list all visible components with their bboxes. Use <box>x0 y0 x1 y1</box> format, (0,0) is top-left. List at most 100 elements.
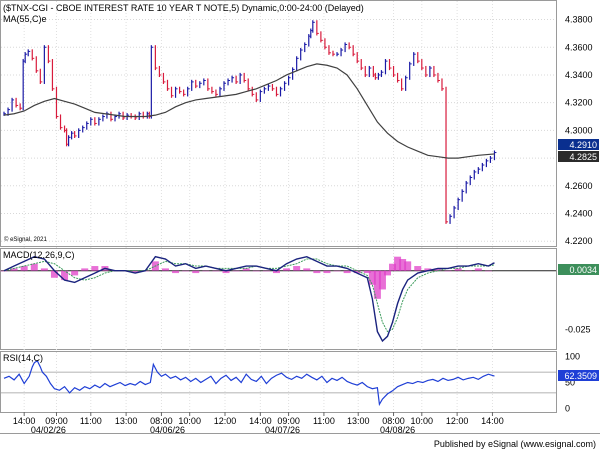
macd-histogram-bar <box>378 270 386 290</box>
macd-histogram-bar <box>444 270 452 272</box>
macd-histogram-bar <box>40 268 48 271</box>
time-tick-label: 14:00 <box>481 416 504 426</box>
macd-histogram-bar <box>293 266 301 271</box>
macd-histogram-bar <box>242 268 250 271</box>
time-tick-label: 10:00 <box>178 416 201 426</box>
last-price-label: 4.2910 <box>569 140 597 150</box>
price-tick-label: 4.3000 <box>565 125 593 135</box>
macd-histogram-bar <box>394 256 402 271</box>
time-tick-label: 09:00 <box>277 416 300 426</box>
macd-histogram-bar <box>91 266 99 271</box>
chart-title: ($TNX-CGI - CBOE INTEREST RATE 10 YEAR T… <box>3 3 364 13</box>
price-tick-label: 4.2400 <box>565 209 593 219</box>
macd-histogram-bar <box>71 270 79 276</box>
macd-histogram-bar <box>262 270 270 272</box>
macd-histogram-bar <box>10 268 18 271</box>
macd-histogram-bar <box>383 270 391 276</box>
macd-histogram-bar <box>272 270 280 274</box>
price-tick-label: 4.3800 <box>565 15 593 25</box>
macd-layer <box>0 255 556 343</box>
rsi-line <box>3 359 495 407</box>
macd-histogram-bar <box>61 270 69 281</box>
price-tick-label: 4.3600 <box>565 42 593 52</box>
macd-histogram-bar <box>474 268 482 271</box>
macd-histogram-bar <box>20 266 28 271</box>
macd-histogram-bar <box>303 268 311 271</box>
macd-histogram-bar <box>192 270 200 274</box>
rsi-panel-frame <box>0 351 557 413</box>
macd-histogram-bar <box>404 261 412 271</box>
rsi-tick-label: 100 <box>565 352 580 362</box>
macd-histogram-bar <box>368 270 376 285</box>
price-tick-label: 4.3400 <box>565 70 593 80</box>
time-tick-label: 11:00 <box>80 416 102 426</box>
date-tick-label: 04/02/26 <box>31 425 66 435</box>
date-tick-label: 04/08/26 <box>380 425 415 435</box>
macd-histogram-bar <box>414 266 422 271</box>
macd-histogram-bar <box>232 270 240 272</box>
time-tick-label: 08:00 <box>150 416 173 426</box>
macd-histogram-bar <box>202 270 210 272</box>
macd-histogram-bar <box>333 270 341 272</box>
watermark: © eSignal, 2021 <box>4 236 47 243</box>
time-tick-label: 10:00 <box>411 416 434 426</box>
time-tick-label: 08:00 <box>382 416 405 426</box>
macd-histogram-bar <box>353 270 361 274</box>
macd-histogram-bar <box>131 270 139 274</box>
price-bars <box>3 20 497 224</box>
macd-histogram-bar <box>434 268 442 271</box>
macd-histogram-bar <box>373 270 381 299</box>
macd-histogram-bar <box>30 263 38 271</box>
macd-value-badge <box>558 264 599 275</box>
macd-histogram-bar <box>484 270 492 272</box>
macd-histogram-bar <box>252 270 260 272</box>
ma-legend: MA(55,C)e <box>3 14 47 24</box>
macd-histogram-bar <box>363 270 371 274</box>
macd-histogram-bar <box>212 270 220 272</box>
time-tick-label: 13:00 <box>347 416 370 426</box>
ma-value-badge <box>558 151 599 162</box>
macd-histogram-bar <box>464 270 472 272</box>
ma-layer <box>3 63 495 159</box>
time-tick-label: 14:00 <box>13 416 36 426</box>
macd-histogram-bar <box>222 270 230 274</box>
price-tick-label: 4.2600 <box>565 181 593 191</box>
rsi-value-label: 62.3509 <box>564 371 597 381</box>
price-tick-label: 4.3200 <box>565 98 593 108</box>
rsi-title: RSI(14,C) <box>3 353 43 363</box>
time-tick-label: 09:00 <box>45 416 68 426</box>
macd-histogram-bar <box>313 270 321 274</box>
macd-histogram-bar <box>323 270 331 274</box>
rsi-layer <box>1 359 556 407</box>
macd-histogram-bar <box>81 268 89 271</box>
grid-layer <box>1 1 556 412</box>
macd-histogram-bar <box>0 270 8 272</box>
macd-histogram-bar <box>424 268 432 271</box>
macd-line <box>3 255 495 343</box>
rsi-tick-label: 0 <box>565 403 570 413</box>
macd-histogram-bar <box>161 268 169 271</box>
macd-tick-label: -0.025 <box>565 324 591 334</box>
macd-histogram-bar <box>283 268 291 271</box>
footer-published: Published by eSignal (www.esignal.com) <box>434 439 596 449</box>
date-tick-label: 04/07/26 <box>265 425 300 435</box>
last-price-badge <box>558 139 599 150</box>
macd-histogram-bar <box>182 270 190 272</box>
price-tick-label: 4.2200 <box>565 236 593 246</box>
ma-value-label: 4.2825 <box>569 152 597 162</box>
time-tick-label: 12:00 <box>214 416 237 426</box>
macd-histogram-bar <box>343 270 351 274</box>
time-tick-label: 13:00 <box>115 416 138 426</box>
macd-histogram-bar <box>50 270 58 278</box>
time-tick-label: 11:00 <box>313 416 335 426</box>
ma-line <box>3 63 495 159</box>
date-tick-label: 04/06/26 <box>150 425 185 435</box>
rsi-value-badge <box>558 370 599 381</box>
macd-signal-line <box>3 258 495 333</box>
time-tick-label: 12:00 <box>446 416 469 426</box>
macd-histogram-bar <box>172 270 180 274</box>
macd-histogram-bar <box>389 263 397 271</box>
